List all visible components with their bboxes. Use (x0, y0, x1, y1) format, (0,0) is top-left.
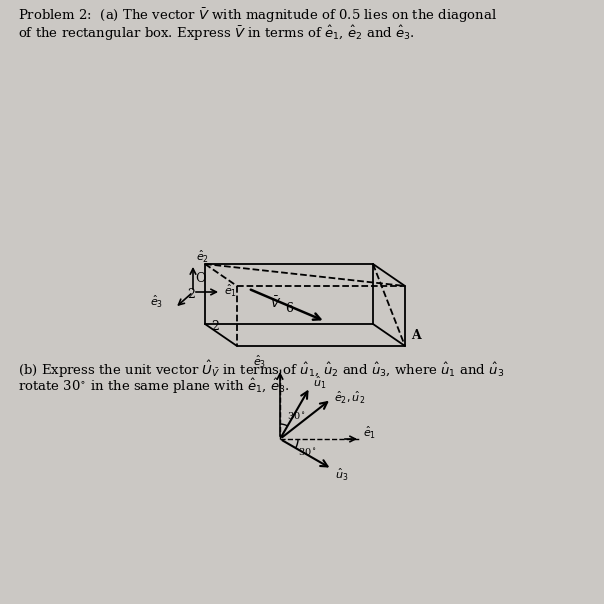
Text: $\bar{V}$: $\bar{V}$ (271, 295, 281, 311)
Text: 2: 2 (187, 288, 195, 301)
Text: (b) Express the unit vector $\hat{U}_{\bar{V}}$ in terms of $\hat{u}_1$, $\hat{u: (b) Express the unit vector $\hat{U}_{\b… (18, 359, 504, 380)
Text: A: A (411, 329, 421, 342)
Text: Problem 2:  (a) The vector $\bar{V}$ with magnitude of 0.5 lies on the diagonal: Problem 2: (a) The vector $\bar{V}$ with… (18, 6, 497, 25)
Text: $\hat{u}_1$: $\hat{u}_1$ (313, 374, 326, 391)
Text: $\hat{e}_3$: $\hat{e}_3$ (150, 294, 163, 310)
Text: 30$^\circ$: 30$^\circ$ (298, 446, 317, 458)
Text: $\hat{e}_1$: $\hat{e}_1$ (224, 283, 237, 299)
Text: of the rectangular box. Express $\bar{V}$ in terms of $\hat{e}_1$, $\hat{e}_2$ a: of the rectangular box. Express $\bar{V}… (18, 24, 415, 43)
Text: $\hat{e}_1$: $\hat{e}_1$ (363, 425, 376, 441)
Text: $\hat{e}_2$: $\hat{e}_2$ (196, 249, 209, 265)
Text: 2: 2 (211, 321, 219, 333)
Text: $\hat{e}_2, \hat{u}_2$: $\hat{e}_2, \hat{u}_2$ (334, 390, 365, 406)
Text: 6: 6 (285, 302, 293, 315)
Text: $\hat{u}_3$: $\hat{u}_3$ (335, 467, 349, 483)
Text: $\hat{e}_3$: $\hat{e}_3$ (253, 353, 266, 370)
Text: O: O (195, 272, 205, 285)
Text: 30$^\circ$: 30$^\circ$ (287, 410, 306, 422)
Text: rotate 30$^{\circ}$ in the same plane with $\hat{e}_1$, $\hat{e}_3$.: rotate 30$^{\circ}$ in the same plane wi… (18, 377, 290, 396)
